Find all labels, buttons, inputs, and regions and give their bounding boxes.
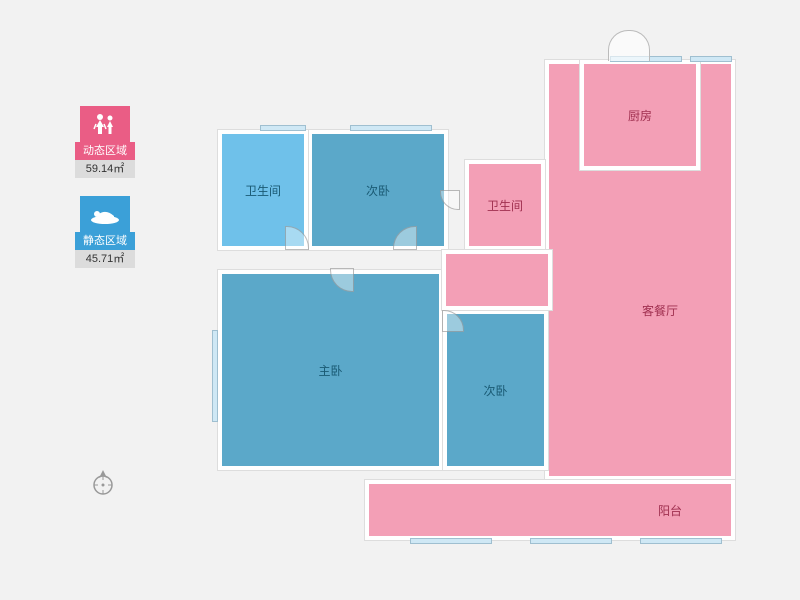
room-label: 主卧 [318,362,342,379]
stage: 动态区域 59.14㎡ 静态区域 45.71㎡ 客餐厅主卧阳台次卧次卧厨房卫生间… [0,0,800,600]
room-label: 客餐厅 [642,302,678,319]
legend-dynamic: 动态区域 59.14㎡ [75,106,135,178]
room-bed2b: 次卧 [443,310,548,470]
window [530,538,612,544]
legend-dynamic-label: 动态区域 [75,142,135,160]
room-kitchen: 厨房 [580,60,700,170]
door-exterior [608,30,650,61]
legend-static-label: 静态区域 [75,232,135,250]
room-label: 次卧 [483,382,507,399]
sleeper-icon [80,196,130,232]
legend-dynamic-value: 59.14㎡ [75,160,135,178]
room-label: 厨房 [628,107,652,124]
room-master: 主卧 [218,270,443,470]
window [410,538,492,544]
window [350,125,432,131]
legend-static: 静态区域 45.71㎡ [75,196,135,268]
window [690,56,732,62]
window [640,538,722,544]
people-icon [80,106,130,142]
room-label: 阳台 [658,502,682,519]
room-label: 卫生间 [245,182,281,199]
window [260,125,306,131]
compass-icon [88,468,118,503]
room-label: 次卧 [366,182,390,199]
room-bed2a: 次卧 [308,130,448,250]
room-corridor [442,250,552,310]
room-bath2: 卫生间 [465,160,545,250]
window [212,330,218,422]
floor-plan: 客餐厅主卧阳台次卧次卧厨房卫生间卫生间 [210,30,750,580]
room-balcony: 阳台 [365,480,735,540]
room-label: 卫生间 [487,197,523,214]
legend-static-value: 45.71㎡ [75,250,135,268]
